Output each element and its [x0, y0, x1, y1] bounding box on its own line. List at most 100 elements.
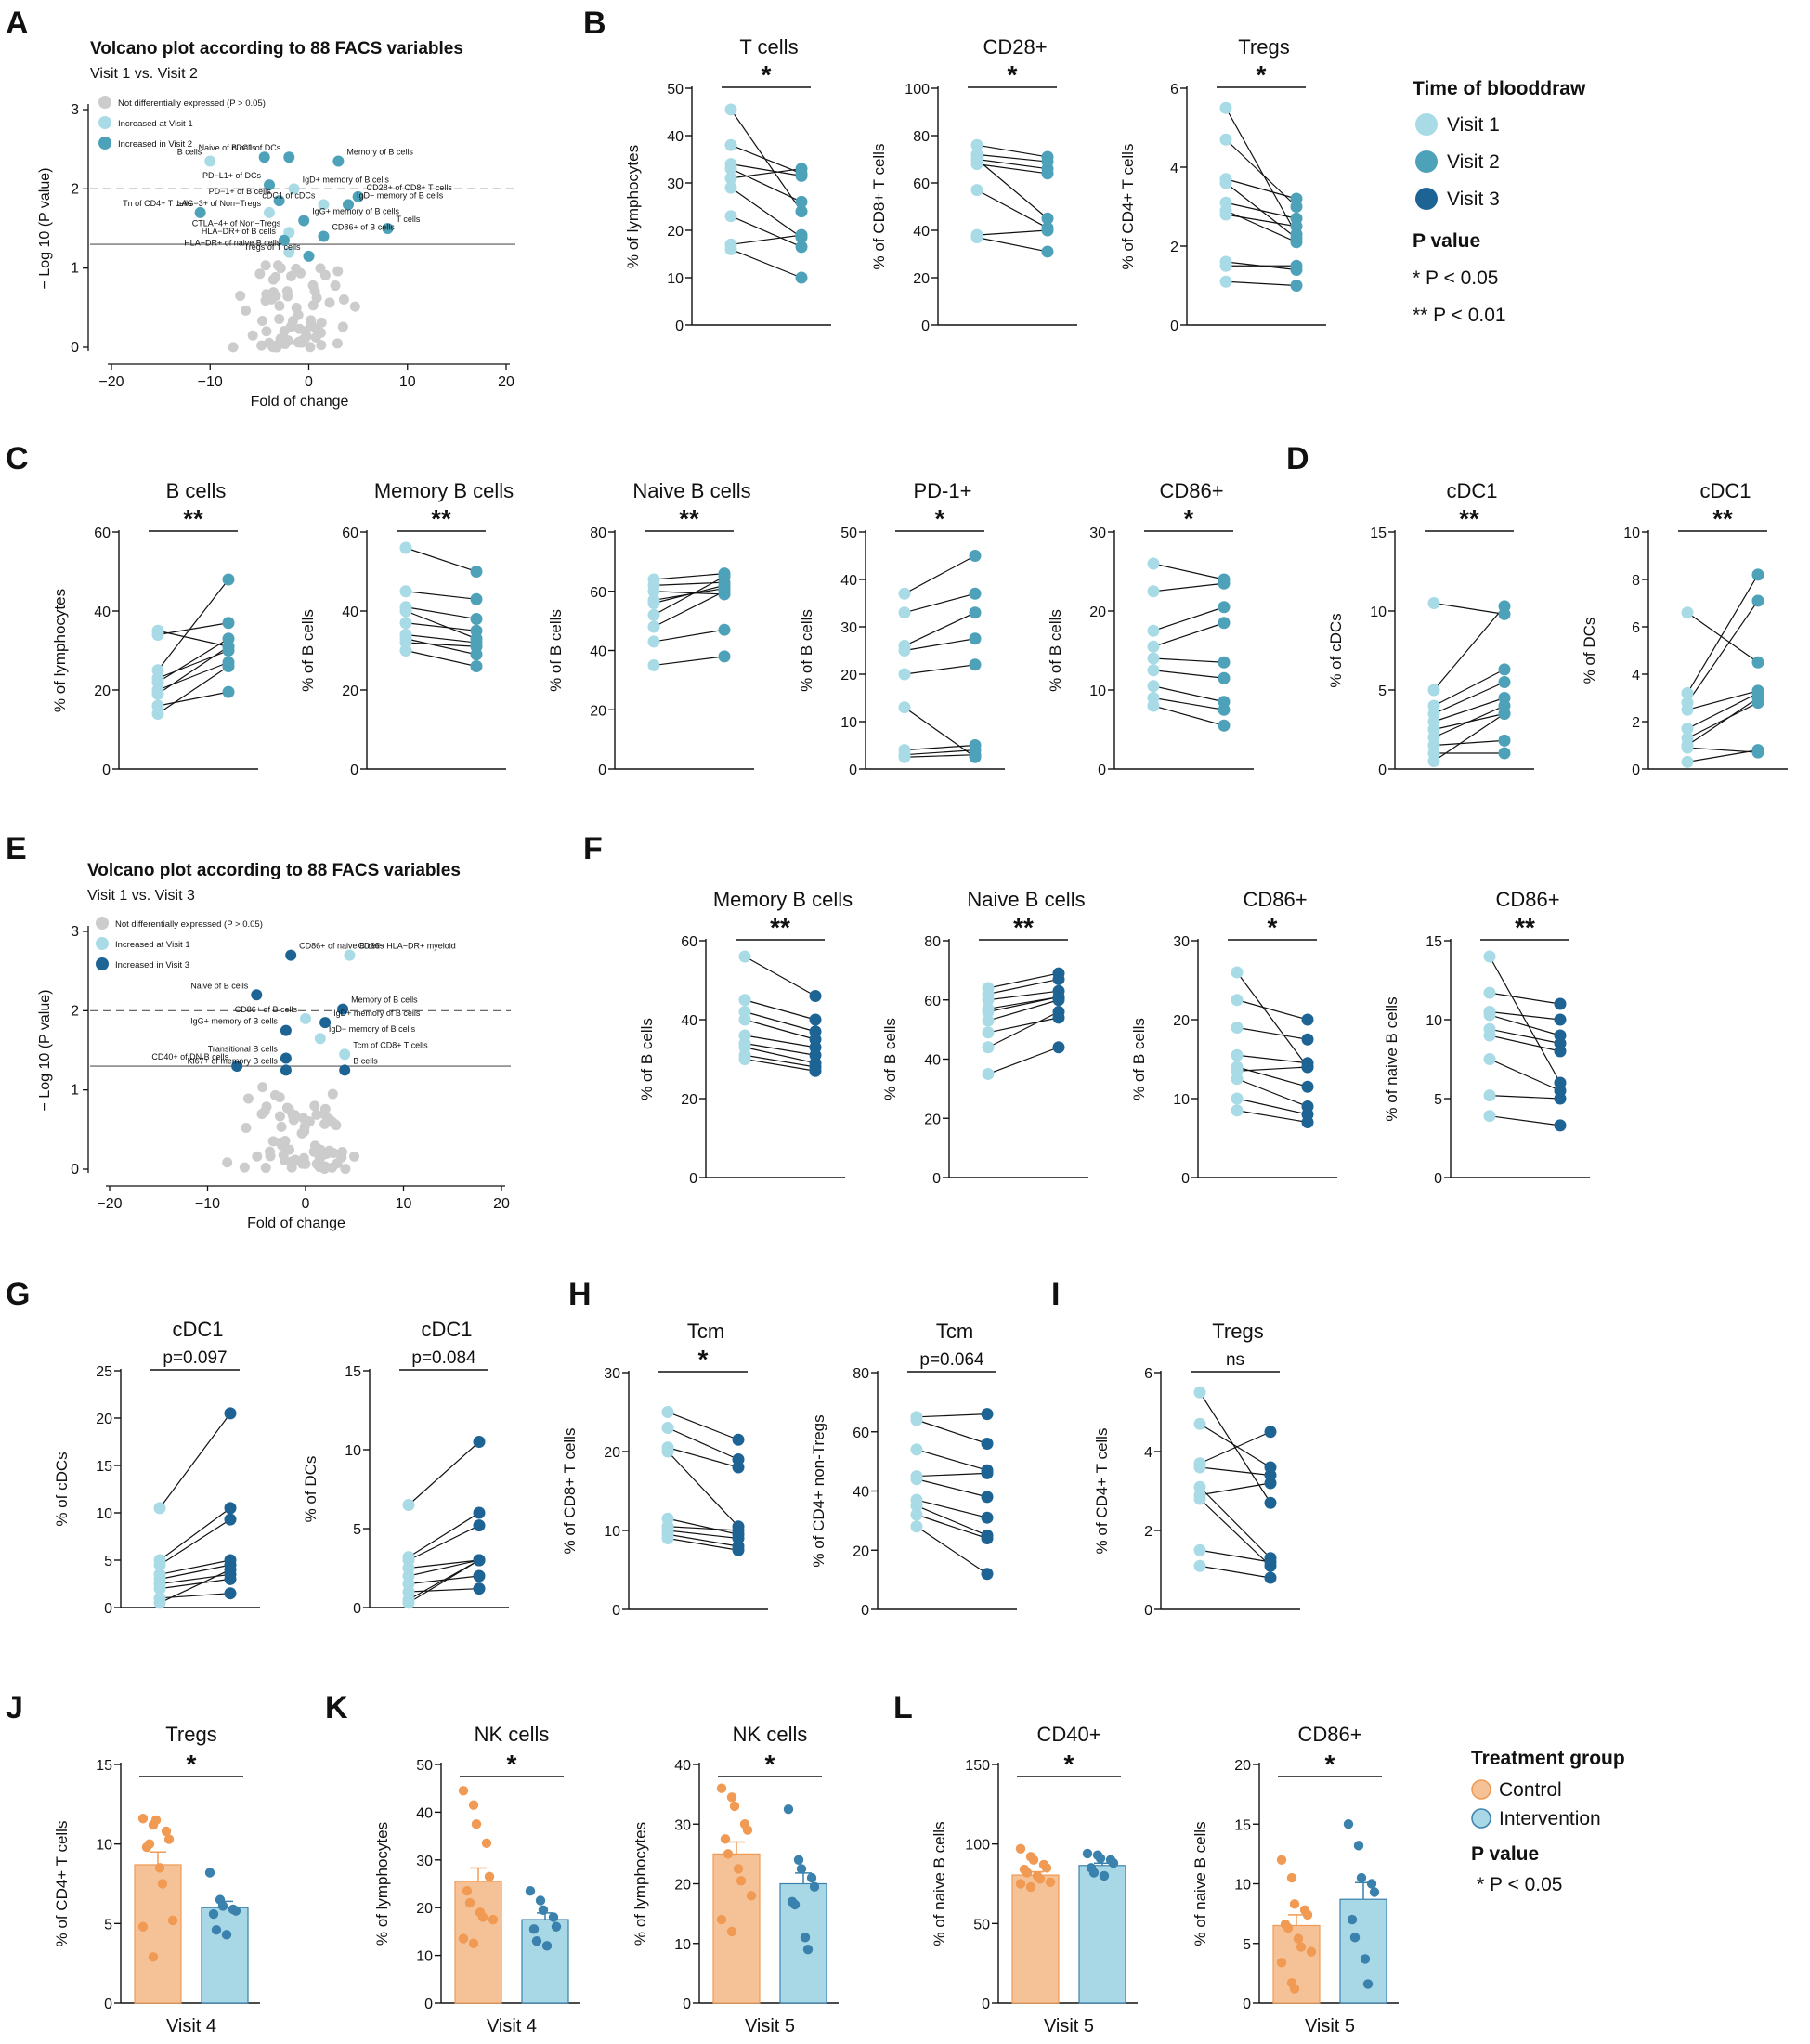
pair-line: [1152, 622, 1225, 647]
significance-marker: **: [1712, 504, 1733, 533]
point-before: [1231, 1048, 1244, 1061]
point-before: [724, 181, 737, 194]
data-point: [1289, 1984, 1300, 1994]
point-annotation: CD40+ of DN B cells: [151, 1052, 228, 1061]
y-axis-label: % of cDCs: [1327, 613, 1345, 687]
chart-title: Naive B cells: [967, 888, 1085, 911]
ns-point: [275, 1138, 286, 1149]
point-before: [399, 617, 412, 630]
data-point: [796, 1864, 807, 1874]
y-tick-label: 4: [1144, 1445, 1152, 1461]
pair-line: [1236, 1026, 1309, 1040]
pair-line: [916, 1419, 988, 1445]
point-before: [982, 1014, 995, 1027]
ns-point: [279, 1155, 290, 1166]
y-tick-label: 0: [689, 1171, 697, 1187]
pair-line: [1686, 697, 1759, 746]
pair-line: [1199, 1498, 1271, 1567]
pair-line: [653, 576, 725, 616]
y-tick-label: 0: [598, 762, 606, 778]
pair-line: [653, 629, 725, 643]
chart-g2: 0 5 10 15 cDC1 p=0.084 % of DCs: [302, 1318, 509, 1617]
point-after: [1041, 167, 1054, 180]
pair-line: [1236, 1110, 1309, 1124]
point-after: [1554, 997, 1567, 1010]
pair-line: [1199, 1549, 1271, 1563]
x-tick-label: −20: [97, 1196, 122, 1212]
point-before: [1193, 1543, 1206, 1556]
y-tick-label: 60: [342, 526, 358, 541]
data-point: [806, 1872, 817, 1883]
significant-point: [251, 989, 263, 1001]
chart-title: Tregs: [165, 1723, 216, 1746]
significance-marker: **: [1459, 504, 1479, 533]
y-axis-label: % of B cells: [798, 609, 815, 692]
pair-line: [1686, 612, 1759, 663]
y-tick-label: 1: [71, 261, 79, 277]
y-tick-label: 50: [667, 82, 684, 98]
point-before: [898, 701, 911, 714]
point-before: [1681, 741, 1694, 754]
y-tick-label: 40: [853, 1485, 869, 1501]
ns-point: [264, 337, 275, 348]
data-point: [1025, 1881, 1036, 1893]
point-after: [1301, 1080, 1314, 1093]
point-after: [1498, 663, 1511, 676]
y-tick-label: 20: [94, 684, 111, 699]
pair-line: [904, 749, 976, 756]
y-tick-label: 50: [416, 1758, 433, 1774]
point-before: [1681, 686, 1694, 699]
pair-line: [744, 1019, 816, 1040]
y-tick-label: 0: [1170, 319, 1178, 334]
significant-point: [285, 949, 297, 961]
legend-title: Treatment group: [1471, 1748, 1625, 1769]
pair-line: [744, 1035, 816, 1048]
y-tick-label: 20: [1089, 605, 1106, 620]
y-tick-label: 60: [853, 1426, 869, 1441]
ns-point: [260, 1163, 271, 1174]
x-category-label: Visit 4: [166, 2016, 216, 2037]
point-before: [898, 750, 911, 763]
significance-marker: *: [1268, 913, 1278, 942]
y-tick-label: 10: [96, 1838, 112, 1854]
significant-point: [339, 1048, 351, 1061]
ns-point: [285, 270, 296, 281]
significance-marker: p=0.084: [411, 1348, 476, 1368]
point-annotation: Tregs of T cells: [244, 242, 301, 252]
x-axis-label: Fold of change: [247, 1216, 345, 1231]
y-tick-label: 30: [667, 176, 684, 192]
y-tick-label: 50: [840, 526, 857, 541]
point-after: [981, 1408, 994, 1421]
chart-title: cDC1: [1699, 479, 1751, 502]
y-tick-label: 30: [674, 1817, 691, 1833]
pair-line: [916, 1449, 988, 1471]
ns-point: [241, 305, 252, 316]
ns-point: [289, 1156, 300, 1167]
y-tick-label: 15: [1234, 1817, 1251, 1833]
data-point: [1088, 1868, 1100, 1878]
ns-point: [281, 1102, 293, 1113]
data-point: [1369, 1887, 1380, 1897]
y-tick-label: 6: [1170, 82, 1178, 98]
pair-line: [976, 229, 1048, 236]
point-after: [718, 623, 731, 636]
pair-line: [1152, 606, 1225, 631]
pair-line: [667, 1517, 739, 1535]
point-after: [1264, 1496, 1277, 1509]
pair-line: [667, 1526, 739, 1531]
point-annotation: CD86+ of naive B cells: [299, 942, 384, 951]
point-before: [1219, 101, 1232, 114]
data-point: [729, 1801, 740, 1812]
data-point: [1041, 1863, 1052, 1873]
pair-line: [1152, 705, 1225, 726]
y-axis-label: % of cDCs: [53, 1452, 71, 1526]
y-tick-label: 0: [71, 1162, 79, 1178]
data-point: [1362, 1979, 1374, 1989]
ns-point: [270, 271, 281, 282]
data-point: [150, 1815, 162, 1826]
ns-point: [247, 330, 258, 341]
chart-b1: 0 10 20 30 40 50 T cells* % of lymphocytes: [624, 35, 831, 334]
pair-line: [744, 1010, 816, 1033]
significant-point: [352, 190, 364, 202]
pair-line: [653, 587, 725, 601]
